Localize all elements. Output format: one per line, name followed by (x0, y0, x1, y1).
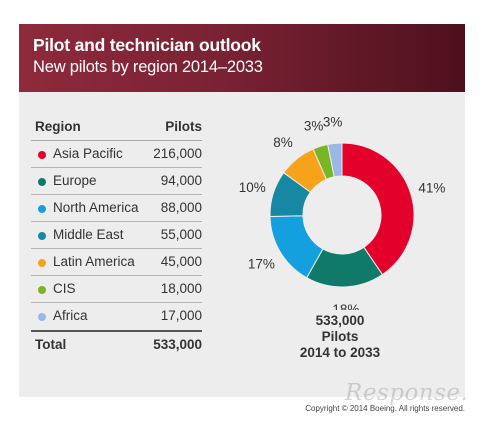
region-pilots: 17,000 (160, 308, 202, 323)
legend-dot-icon (38, 178, 46, 186)
total-label: Total (35, 337, 67, 352)
region-name: Asia Pacific (53, 146, 123, 161)
region-pilots: 55,000 (160, 227, 202, 242)
caption-unit: Pilots (321, 329, 359, 344)
table-row: Middle East 55,000 (31, 222, 202, 249)
percent-label: 18% (332, 302, 359, 310)
donut-percent-labels: 41% 18% 17% 10% 8% 3% 3% (239, 114, 446, 310)
table-row: Africa 17,000 (31, 303, 202, 330)
table-row: Latin America 45,000 (31, 249, 202, 276)
legend-dot-icon (38, 205, 46, 213)
region-pilots: 18,000 (160, 281, 202, 296)
percent-label: 3% (323, 114, 343, 129)
header-banner: Pilot and technician outlook New pilots … (19, 24, 465, 92)
caption-total: 533,000 (315, 313, 365, 328)
region-name: Europe (53, 173, 97, 188)
header-pilots: Pilots (165, 119, 202, 134)
table-row: CIS 18,000 (31, 276, 202, 303)
caption-period: 2014 to 2033 (299, 345, 381, 360)
region-name: CIS (53, 281, 76, 296)
percent-label: 17% (248, 256, 275, 271)
legend-dot-icon (38, 259, 46, 267)
donut-slices (269, 142, 415, 288)
page-title: Pilot and technician outlook (33, 35, 261, 55)
donut-chart: 41% 18% 17% 10% 8% 3% 3% (239, 114, 446, 310)
region-pilots: 88,000 (160, 200, 202, 215)
region-pilots: 94,000 (160, 173, 202, 188)
table-row: North America 88,000 (31, 195, 202, 222)
region-pilots: 216,000 (153, 146, 202, 161)
table-total-row: Total 533,000 (31, 330, 202, 356)
copyright-notice: Copyright © 2014 Boeing. All rights rese… (305, 404, 465, 413)
region-name: Africa (53, 308, 88, 323)
total-value: 533,000 (153, 337, 202, 352)
donut-slice-africa (327, 142, 343, 178)
legend-dot-icon (38, 286, 46, 294)
watermark-logo: Response. (345, 380, 469, 406)
percent-label: 3% (304, 118, 324, 133)
percent-label: 8% (273, 135, 293, 150)
region-table: Region Pilots Asia Pacific 216,000 Europ… (31, 115, 202, 356)
donut-slice-asia-pacific (341, 142, 415, 276)
legend-dot-icon (38, 151, 46, 159)
table-row: Asia Pacific 216,000 (31, 141, 202, 168)
region-name: North America (53, 200, 139, 215)
region-name: Middle East (53, 227, 124, 242)
donut-caption: 533,000 Pilots 2014 to 2033 (272, 313, 408, 361)
percent-label: 10% (239, 180, 266, 195)
region-pilots: 45,000 (160, 254, 202, 269)
table-header: Region Pilots (31, 115, 202, 141)
legend-dot-icon (38, 232, 46, 240)
page-subtitle: New pilots by region 2014–2033 (33, 58, 263, 76)
legend-dot-icon (38, 313, 46, 321)
percent-label: 41% (418, 180, 445, 195)
region-name: Latin America (53, 254, 135, 269)
header-region: Region (35, 119, 81, 134)
table-row: Europe 94,000 (31, 168, 202, 195)
